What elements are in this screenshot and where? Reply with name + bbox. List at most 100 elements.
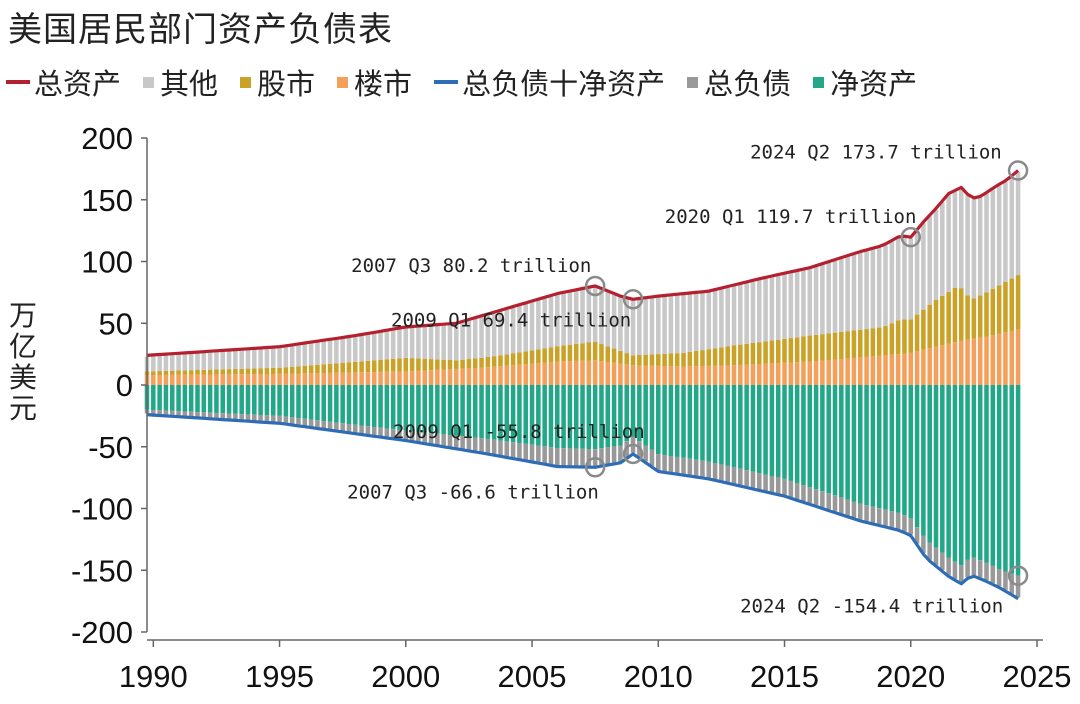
bar-liabilities: [384, 428, 390, 437]
bar-other: [801, 270, 806, 337]
bar-other: [573, 291, 579, 344]
bar-stocks: [1003, 282, 1008, 333]
bar-stocks: [990, 288, 996, 336]
bar-stocks: [826, 333, 831, 360]
bar-liabilities: [245, 414, 251, 420]
bar-net-worth: [555, 385, 560, 448]
bar-net-worth: [510, 385, 516, 443]
bar-liabilities: [460, 436, 465, 449]
bar-housing: [289, 373, 295, 385]
bar-liabilities: [353, 424, 358, 433]
bar-liabilities: [876, 508, 882, 525]
bar-other: [902, 237, 907, 320]
bar-stocks: [719, 347, 724, 366]
bar-liabilities: [933, 547, 939, 565]
bar-housing: [750, 364, 756, 385]
bar-housing: [365, 372, 371, 385]
bar-other: [390, 330, 396, 359]
bar-housing: [573, 360, 579, 385]
bar-liabilities: [857, 503, 863, 520]
bar-stocks: [151, 371, 156, 376]
liab-plus-net-line: [146, 413, 1019, 601]
bar-other: [725, 287, 730, 347]
bar-net-worth: [656, 385, 661, 455]
bar-stocks: [561, 345, 566, 362]
bar-net-worth: [435, 385, 440, 434]
bar-liabilities: [782, 478, 787, 495]
bar-other: [668, 296, 674, 354]
bar-liabilities: [283, 416, 289, 423]
bar-housing: [466, 368, 472, 385]
bar-other: [933, 209, 939, 300]
bar-stocks: [864, 329, 869, 357]
bar-housing: [952, 342, 958, 385]
bar-net-worth: [832, 385, 838, 496]
bar-stocks: [289, 366, 295, 374]
bar-liabilities: [738, 468, 743, 485]
bar-housing: [921, 349, 926, 385]
bar-housing: [441, 369, 446, 385]
bar-net-worth: [416, 385, 421, 432]
bar-housing: [693, 366, 699, 385]
bar-net-worth: [302, 385, 308, 419]
bar-housing: [195, 374, 200, 385]
bar-housing: [403, 371, 409, 385]
bar-net-worth: [378, 385, 383, 428]
bar-liabilities: [681, 457, 686, 474]
bar-housing: [782, 362, 787, 385]
bar-stocks: [245, 368, 251, 375]
bar-liabilities: [940, 552, 945, 571]
bar-housing: [794, 362, 800, 385]
bar-net-worth: [1015, 385, 1021, 576]
bar-net-worth: [460, 385, 465, 437]
bar-liabilities: [220, 413, 226, 419]
bar-stocks: [630, 355, 636, 366]
bar-net-worth: [820, 385, 825, 492]
bar-net-worth: [845, 385, 850, 500]
bar-other: [599, 289, 604, 345]
bar-housing: [378, 371, 383, 385]
bar-liabilities: [902, 515, 907, 532]
bar-housing: [580, 360, 585, 385]
bar-other: [567, 292, 573, 345]
bar-housing: [826, 359, 831, 385]
y-tick-label: 50: [99, 306, 133, 341]
bar-stocks: [662, 353, 667, 367]
bar-other: [605, 292, 611, 347]
bar-liabilities: [207, 412, 213, 418]
bar-liabilities: [523, 443, 528, 460]
bar-stocks: [277, 367, 282, 374]
y-axis-label: 万亿美元: [6, 300, 40, 424]
bar-housing: [624, 364, 629, 385]
bar-net-worth: [409, 385, 415, 432]
bar-stocks: [346, 362, 352, 373]
bar-housing: [857, 357, 863, 385]
bar-stocks: [794, 337, 800, 363]
bar-housing: [611, 362, 617, 385]
bar-liabilities: [958, 565, 964, 583]
bar-stocks: [567, 344, 573, 362]
bar-other: [485, 315, 491, 358]
bar-other: [744, 283, 749, 344]
annotation-label: 2009 Q1 -55.8 trillion: [393, 421, 645, 443]
bar-stocks: [883, 326, 888, 356]
y-tick-label: -50: [88, 430, 133, 465]
bar-liabilities: [378, 427, 383, 436]
bar-net-worth: [252, 385, 257, 415]
bar-other: [611, 294, 617, 349]
x-tick-label: 2000: [371, 659, 440, 694]
bar-housing: [390, 371, 396, 385]
legend-label-housing: 楼市: [354, 67, 413, 101]
bar-liabilities: [580, 448, 585, 466]
bar-other: [169, 354, 175, 371]
bar-stocks: [1015, 275, 1021, 330]
bar-liabilities: [839, 497, 844, 514]
bar-other: [580, 289, 585, 344]
bar-stocks: [971, 298, 977, 339]
bar-stocks: [857, 329, 863, 358]
bar-liabilities: [536, 445, 541, 462]
bar-net-worth: [580, 385, 585, 449]
bar-liabilities: [296, 418, 301, 425]
bar-housing: [517, 364, 522, 385]
y-tick-label: 100: [81, 245, 133, 280]
